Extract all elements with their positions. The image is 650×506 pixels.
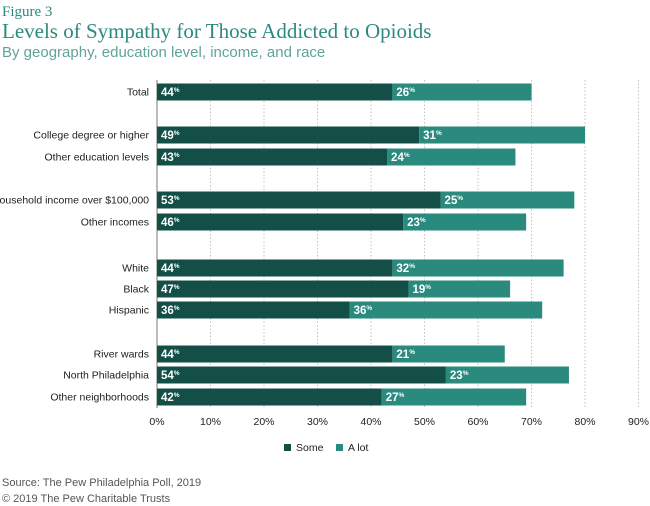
bar-a-lot xyxy=(392,345,505,363)
bar-some xyxy=(157,191,441,209)
bar-a-lot xyxy=(387,148,516,166)
bar-a-lot xyxy=(392,259,564,277)
chart-subtitle: By geography, education level, income, a… xyxy=(2,44,326,61)
x-tick-label: 10% xyxy=(200,416,221,428)
x-tick-label: 40% xyxy=(360,416,381,428)
bar-a-lot xyxy=(445,366,569,384)
x-tick-label: 80% xyxy=(574,416,595,428)
figure-label: Figure 3 xyxy=(2,4,53,20)
bar-some xyxy=(157,126,420,144)
source-note: Source: The Pew Philadelphia Poll, 2019 xyxy=(2,477,202,489)
bar-a-lot xyxy=(408,280,511,298)
category-label: Total xyxy=(127,87,149,99)
bar-a-lot xyxy=(403,213,527,231)
bar-some xyxy=(157,301,350,319)
legend-label-some: Some xyxy=(296,442,324,454)
bar-some xyxy=(157,148,388,166)
x-tick-label: 20% xyxy=(253,416,274,428)
bar-some xyxy=(157,280,409,298)
bar-some xyxy=(157,366,446,384)
legend-swatch-some xyxy=(284,444,291,451)
category-label: College degree or higher xyxy=(33,130,149,142)
category-label: River wards xyxy=(94,349,149,361)
bar-a-lot xyxy=(392,83,532,101)
x-tick-label: 0% xyxy=(149,416,164,428)
x-tick-label: 90% xyxy=(628,416,649,428)
category-label: Other incomes xyxy=(81,217,149,229)
category-label: Other neighborhoods xyxy=(50,392,149,404)
bar-some xyxy=(157,388,382,406)
bar-a-lot xyxy=(381,388,527,406)
category-label: Other education levels xyxy=(45,152,149,164)
stacked-bar-chart: 0% 10% 20% 30% 40% 50% 60% 70% 80% 90%Total 44% 26%… xyxy=(0,80,649,454)
category-label: Household income over $100,000 xyxy=(0,195,149,207)
legend-swatch-a-lot xyxy=(336,444,343,451)
x-tick-label: 70% xyxy=(521,416,542,428)
x-tick-label: 50% xyxy=(414,416,435,428)
copyright-note: © 2019 The Pew Charitable Trusts xyxy=(2,493,171,505)
x-tick-label: 60% xyxy=(467,416,488,428)
category-label: Hispanic xyxy=(109,305,149,317)
legend-label-a-lot: A lot xyxy=(348,442,369,454)
bar-a-lot xyxy=(440,191,575,209)
category-label: Black xyxy=(123,284,149,296)
bar-some xyxy=(157,345,393,363)
chart-title: Levels of Sympathy for Those Addicted to… xyxy=(2,19,432,43)
category-label: White xyxy=(122,263,149,275)
bar-some xyxy=(157,259,393,277)
bar-some xyxy=(157,83,393,101)
bar-a-lot xyxy=(349,301,543,319)
bar-some xyxy=(157,213,404,231)
category-label: North Philadelphia xyxy=(63,370,149,382)
bar-a-lot xyxy=(419,126,585,144)
x-tick-label: 30% xyxy=(307,416,328,428)
